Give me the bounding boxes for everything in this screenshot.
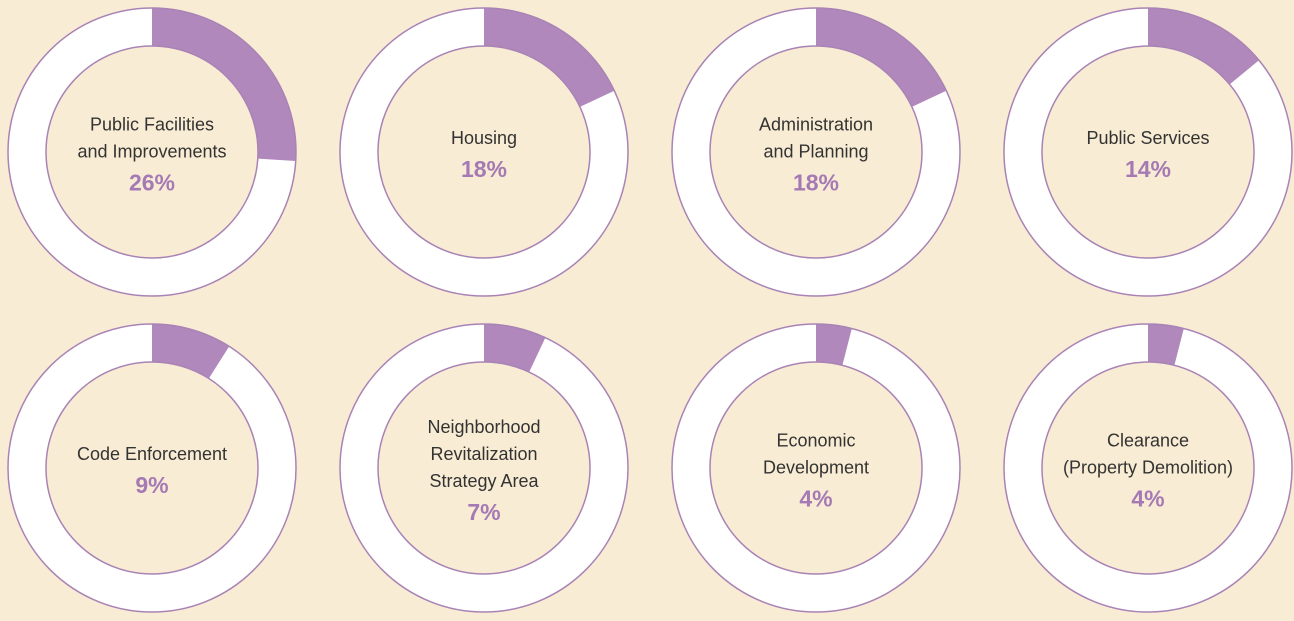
donut-hole xyxy=(45,45,259,259)
donut-label: Housing xyxy=(451,128,517,148)
donut-label: Public Facilities xyxy=(90,114,214,134)
donut-label: and Improvements xyxy=(77,141,226,161)
donut-outline xyxy=(1003,7,1293,297)
value-label: 18% xyxy=(461,156,507,182)
donut-label: Administration xyxy=(759,114,873,134)
donut-hole xyxy=(709,45,923,259)
donut-label: Strategy Area xyxy=(429,471,539,491)
donut-outline xyxy=(1003,323,1293,613)
donut-segment xyxy=(484,324,546,373)
donut-outline xyxy=(671,7,961,297)
donut-segment xyxy=(152,324,230,379)
donut-segment xyxy=(816,324,852,366)
value-label: 26% xyxy=(129,170,175,196)
donut-hole xyxy=(377,45,591,259)
donut-label: Code Enforcement xyxy=(77,444,227,464)
donut-hole xyxy=(1041,45,1255,259)
donut-outline xyxy=(671,323,961,613)
value-label: 7% xyxy=(467,499,500,525)
donut-segment xyxy=(1148,8,1259,85)
donut-segment xyxy=(152,8,296,162)
donut-label: Neighborhood xyxy=(427,417,540,437)
value-label: 18% xyxy=(793,170,839,196)
value-label: 4% xyxy=(1131,486,1164,512)
donut-outline xyxy=(7,323,297,613)
donut-outline xyxy=(339,323,629,613)
value-label: 4% xyxy=(799,486,832,512)
donut-label: Revitalization xyxy=(430,444,537,464)
donut-segment xyxy=(1148,324,1184,366)
donut-segment xyxy=(484,8,615,107)
donut-hole xyxy=(1041,361,1255,575)
donut-label: Economic xyxy=(776,430,855,450)
value-label: 9% xyxy=(135,472,168,498)
value-label: 14% xyxy=(1125,156,1171,182)
donut-outline xyxy=(339,7,629,297)
donut-label: (Property Demolition) xyxy=(1063,457,1233,477)
donut-segment xyxy=(816,8,947,107)
donut-label: Development xyxy=(763,457,869,477)
donut-hole xyxy=(45,361,259,575)
donut-hole xyxy=(709,361,923,575)
donut-label: Public Services xyxy=(1086,128,1209,148)
donut-outline xyxy=(7,7,297,297)
donut-label: and Planning xyxy=(763,141,868,161)
donut-hole xyxy=(377,361,591,575)
donut-label: Clearance xyxy=(1107,430,1189,450)
